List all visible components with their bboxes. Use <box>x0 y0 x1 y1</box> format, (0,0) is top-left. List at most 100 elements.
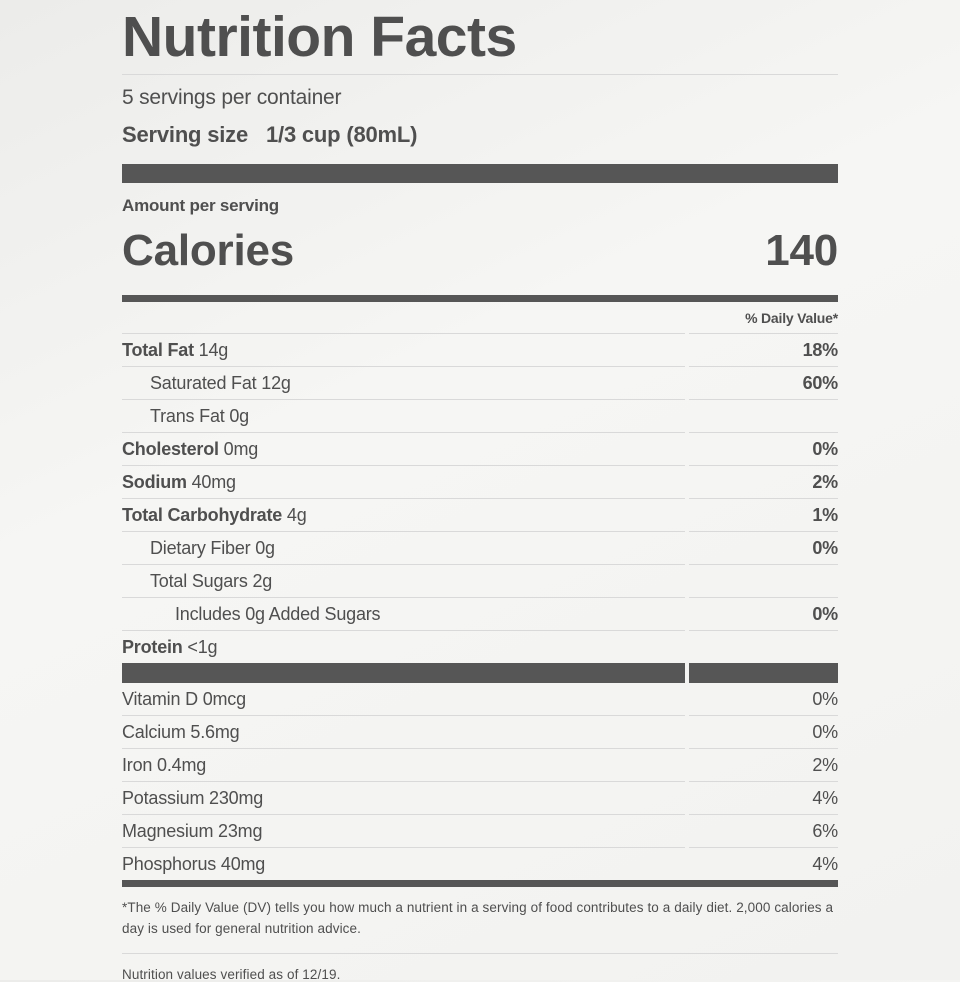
nutrient-name-cell: Magnesium 23mg <box>122 815 685 848</box>
calories-row: Calories 140 <box>122 216 838 273</box>
nutrient-percent: 2% <box>812 754 838 775</box>
nutrient-name-cell: Calcium 5.6mg <box>122 716 685 749</box>
calories-value: 140 <box>765 225 838 275</box>
nutrient-percent-cell: 0% <box>689 433 838 466</box>
nutrient-row: Iron 0.4mg 2% <box>122 749 838 782</box>
nutrient-name-cell: Iron 0.4mg <box>122 749 685 782</box>
nutrient-row: Sodium 40mg 2% <box>122 466 838 499</box>
nutrient-name: Protein <box>122 636 183 657</box>
nutrient-percent: 60% <box>802 372 839 393</box>
nutrient-name: Vitamin D <box>122 688 198 709</box>
nutrient-row: Potassium 230mg 4% <box>122 782 838 815</box>
nutrient-percent-cell: 0% <box>689 598 838 631</box>
nutrient-name: Dietary Fiber <box>150 537 251 558</box>
nutrient-percent-cell: 2% <box>689 466 838 499</box>
nutrient-percent-cell <box>689 631 838 663</box>
nutrient-name-cell: Cholesterol 0mg <box>122 433 685 466</box>
nutrient-name-cell: Total Fat 14g <box>122 334 685 367</box>
serving-size-row: Serving size 1/3 cup (80mL) <box>122 115 838 164</box>
nutrient-name-cell: Dietary Fiber 0g <box>122 532 685 565</box>
nutrition-facts-label: Nutrition Facts 5 servings per container… <box>122 5 838 982</box>
nutrient-amount: 0g <box>250 537 275 558</box>
serving-size-label: Serving size <box>122 121 248 147</box>
nutrient-percent-cell <box>689 565 838 598</box>
nutrient-name: Magnesium <box>122 820 214 841</box>
calories-label: Calories <box>122 225 295 275</box>
nutrient-row: Includes 0g Added Sugars 0% <box>122 598 838 631</box>
nutrient-row: Total Sugars 2g <box>122 565 838 598</box>
nutrient-name: Total Sugars <box>150 570 248 591</box>
nutrient-name: Total Fat <box>122 339 194 360</box>
nutrient-row: Trans Fat 0g <box>122 400 838 433</box>
nutrient-percent-cell: 0% <box>689 683 838 716</box>
nutrient-percent: 4% <box>812 853 838 874</box>
nutrient-percent: 2% <box>812 471 838 492</box>
nutrient-percent-cell: 6% <box>689 815 838 848</box>
nutrient-name: Saturated Fat <box>150 372 257 393</box>
nutrient-row: Saturated Fat 12g 60% <box>122 367 838 400</box>
serving-size-value: 1/3 cup (80mL) <box>266 121 418 147</box>
nutrient-name: Iron <box>122 754 153 775</box>
nutrient-name-cell: Trans Fat 0g <box>122 400 685 433</box>
daily-value-footnote: *The % Daily Value (DV) tells you how mu… <box>122 899 834 936</box>
nutrient-name: Cholesterol <box>122 438 219 459</box>
nutrient-percent-cell: 18% <box>689 334 838 367</box>
nutrient-row: Calcium 5.6mg 0% <box>122 716 838 749</box>
nutrient-name: Sodium <box>122 471 187 492</box>
label-title: Nutrition Facts <box>122 5 517 69</box>
nutrient-percent: 1% <box>812 504 838 525</box>
nutrient-amount: 0.4mg <box>152 754 207 775</box>
nutrient-name-cell: Total Carbohydrate 4g <box>122 499 685 532</box>
nutrient-name: Phosphorus <box>122 853 217 874</box>
nutrient-amount: 2g <box>247 570 273 591</box>
nutrient-name: Calcium <box>122 721 186 742</box>
nutrient-percent: 0% <box>812 721 838 742</box>
section-bar-protein <box>122 662 838 683</box>
nutrient-name-cell: Vitamin D 0mcg <box>122 683 685 716</box>
nutrient-amount: 23mg <box>213 820 263 841</box>
nutrient-amount: 230mg <box>204 787 264 808</box>
nutrient-percent: 0% <box>812 688 838 709</box>
nutrient-row: Dietary Fiber 0g 0% <box>122 532 838 565</box>
nutrient-percent-cell: 1% <box>689 499 838 532</box>
nutrient-amount: 4g <box>282 504 307 525</box>
nutrient-amount: <1g <box>182 636 218 657</box>
nutrient-row: Total Carbohydrate 4g 1% <box>122 499 838 532</box>
nutrient-name-cell: Saturated Fat 12g <box>122 367 685 400</box>
section-bar-top <box>122 163 838 183</box>
amount-per-serving-label: Amount per serving <box>122 195 279 215</box>
nutrient-row: Magnesium 23mg 6% <box>122 815 838 848</box>
nutrient-percent: 0% <box>812 603 838 624</box>
nutrient-name-cell: Protein <1g <box>122 631 685 663</box>
nutrient-amount: 0g <box>224 405 249 426</box>
title-divider <box>122 73 838 75</box>
nutrient-name: Trans Fat <box>150 405 225 426</box>
nutrient-row: Cholesterol 0mg 0% <box>122 433 838 466</box>
verified-note: Nutrition values verified as of 12/19. <box>122 966 341 982</box>
nutrient-percent: 18% <box>802 339 839 360</box>
nutrient-percent-cell: 0% <box>689 716 838 749</box>
nutrient-percent-cell: 60% <box>689 367 838 400</box>
nutrient-amount: 12g <box>256 372 291 393</box>
nutrient-percent-cell: 4% <box>689 782 838 815</box>
nutrient-row: Phosphorus 40mg 4% <box>122 848 838 880</box>
nutrient-name: Includes 0g Added Sugars <box>175 603 381 624</box>
nutrient-percent: 0% <box>812 438 838 459</box>
section-bar-calories <box>122 294 838 302</box>
nutrient-amount: 40mg <box>216 853 266 874</box>
section-bar-bottom <box>122 879 838 887</box>
nutrient-name: Potassium <box>122 787 205 808</box>
nutrient-percent: 4% <box>812 787 838 808</box>
daily-value-header-row: % Daily Value* <box>122 302 838 334</box>
nutrient-percent: 0% <box>812 537 838 558</box>
nutrient-percent-cell: 2% <box>689 749 838 782</box>
nutrient-name-cell: Sodium 40mg <box>122 466 685 499</box>
nutrient-row: Total Fat 14g 18% <box>122 334 838 367</box>
daily-value-header: % Daily Value* <box>689 302 838 334</box>
nutrient-amount: 0mg <box>218 438 259 459</box>
nutrient-percent: 6% <box>812 820 838 841</box>
nutrient-row: Protein <1g <box>122 631 838 663</box>
nutrient-rows: Total Fat 14g 18% Saturated Fat 12g 60% … <box>122 334 838 663</box>
nutrient-amount: 14g <box>193 339 229 360</box>
